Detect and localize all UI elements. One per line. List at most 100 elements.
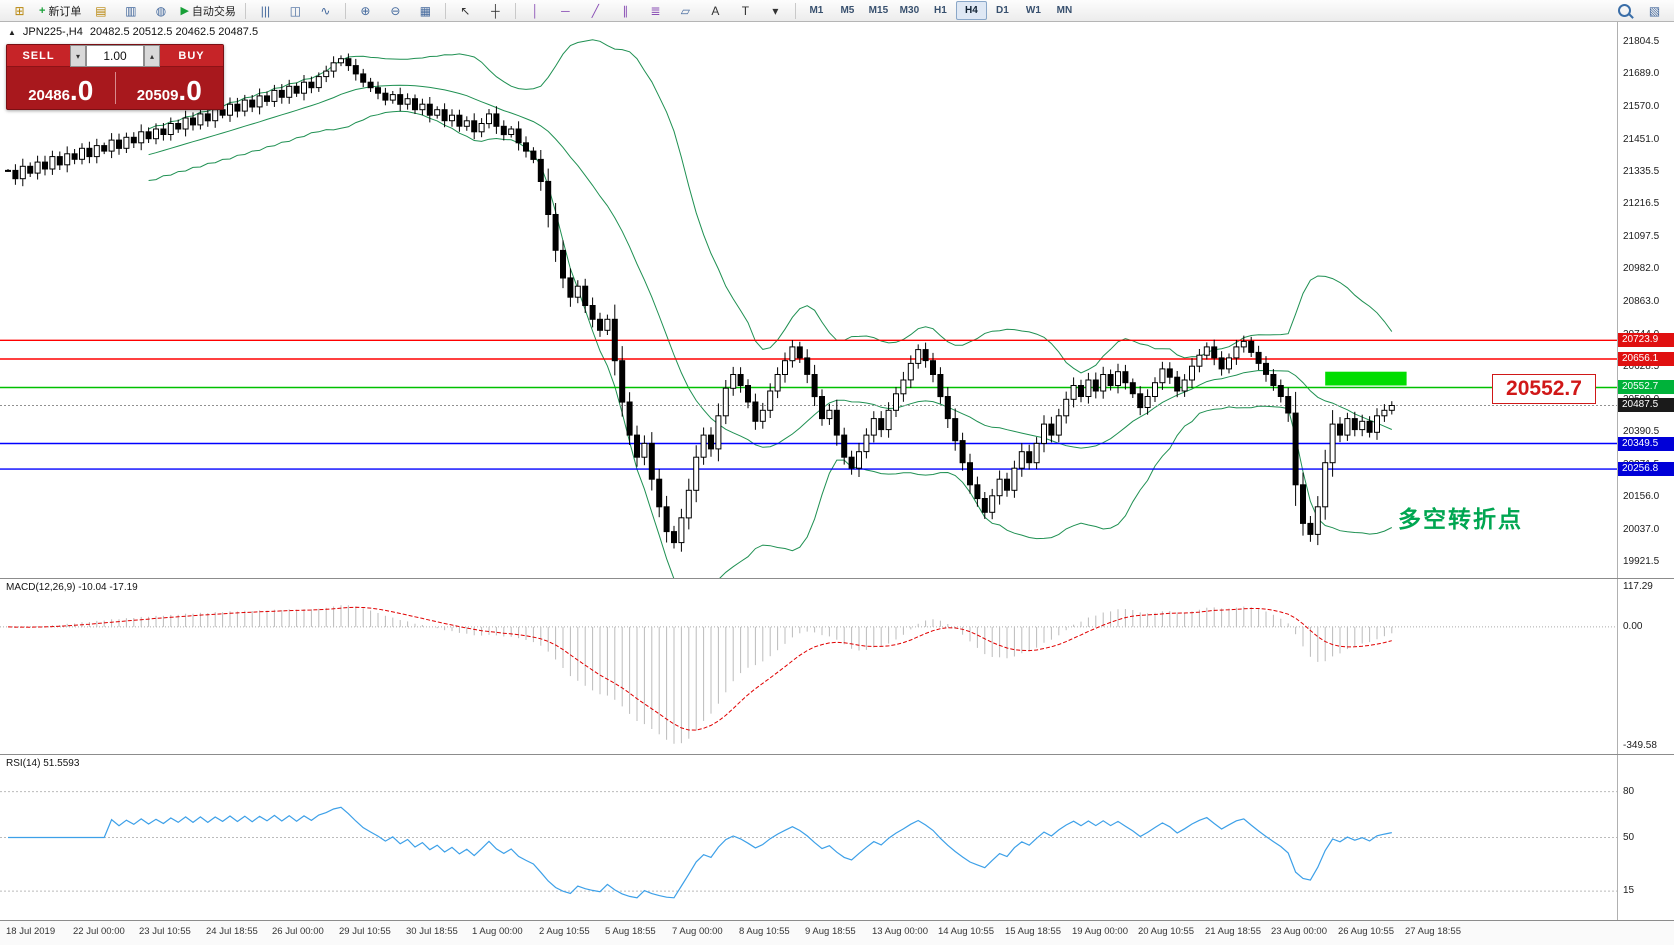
timeframe-m30[interactable]: M30 xyxy=(899,5,920,16)
timeframe-m1[interactable]: M1 xyxy=(809,5,824,16)
autotrading-button-icon: ▶ xyxy=(180,5,189,17)
line-chart-icon[interactable]: ∿ xyxy=(320,3,331,18)
time-axis-label: 18 Jul 2019 xyxy=(6,926,56,937)
timeframe-mn[interactable]: MN xyxy=(1056,5,1073,16)
volume-input[interactable]: 1.00 xyxy=(86,45,144,67)
timeframe-d1[interactable]: D1 xyxy=(996,5,1009,16)
buy-button[interactable]: BUY xyxy=(160,45,223,67)
sell-price-main: 20486 xyxy=(28,87,70,104)
time-axis-label: 30 Jul 18:55 xyxy=(406,926,458,937)
arrows-icon[interactable]: ▾ xyxy=(772,3,779,18)
time-axis-label: 23 Aug 00:00 xyxy=(1271,926,1327,937)
bar-chart-icon[interactable]: ||| xyxy=(260,3,271,18)
macd-label: MACD(12,26,9) -10.04 -17.19 xyxy=(6,582,138,593)
text-icon[interactable]: A xyxy=(711,3,720,18)
new-chart-icon[interactable]: ⊞ xyxy=(14,3,25,18)
price-axis-label: 21335.5 xyxy=(1623,166,1660,177)
buy-price-big: .0 xyxy=(178,75,202,106)
price-badge: 20656.1 xyxy=(1618,352,1674,366)
time-axis-label: 14 Aug 10:55 xyxy=(938,926,994,937)
fibonacci-icon[interactable]: ≣ xyxy=(650,3,661,18)
cursor-icon[interactable]: ↖ xyxy=(460,3,471,18)
volume-increase-button[interactable]: ▴ xyxy=(144,45,160,67)
timeframe-h1[interactable]: H1 xyxy=(934,5,947,16)
timeframe-h4[interactable]: H4 xyxy=(955,1,987,20)
annotation-text: 多空转折点 xyxy=(1398,506,1523,532)
time-axis-label: 7 Aug 00:00 xyxy=(672,926,723,937)
rsi-chart[interactable] xyxy=(0,755,1618,920)
macd-axis-label: 0.00 xyxy=(1623,621,1643,632)
time-axis-label: 21 Aug 18:55 xyxy=(1205,926,1261,937)
toolbar-separator xyxy=(444,2,446,19)
rsi-pane[interactable]: 80 50 15 RSI(14) 51.5593 xyxy=(0,754,1674,920)
time-axis-label: 22 Jul 00:00 xyxy=(73,926,125,937)
price-axis-label: 19921.5 xyxy=(1623,556,1660,567)
price-badge: 20552.7 xyxy=(1618,380,1674,394)
rsi-axis-label: 15 xyxy=(1623,885,1635,896)
price-badge: 20723.9 xyxy=(1618,333,1674,347)
print-icon[interactable]: ▥ xyxy=(125,3,137,18)
community-icon[interactable]: ◍ xyxy=(155,3,167,18)
price-chart-pane[interactable]: 21804.5 21689.0 21570.0 21451.0 21335.5 21216… xyxy=(0,22,1674,578)
time-axis-label: 1 Aug 00:00 xyxy=(472,926,523,937)
new-order-button[interactable]: + 新订单 xyxy=(35,0,85,21)
price-axis-label: 21804.5 xyxy=(1623,36,1660,47)
new-order-button-icon: + xyxy=(39,4,46,17)
sell-button[interactable]: SELL xyxy=(7,45,70,67)
time-axis-label: 8 Aug 10:55 xyxy=(739,926,790,937)
buy-price[interactable]: 20509.0 xyxy=(116,67,224,109)
search-icon xyxy=(1618,4,1631,17)
tile-windows-icon[interactable]: ▦ xyxy=(419,3,432,18)
rsi-axis-label: 80 xyxy=(1623,786,1635,797)
timeframe-w1[interactable]: W1 xyxy=(1025,5,1041,16)
toolbar-separator xyxy=(794,2,796,19)
autotrading-button-label: 自动交易 xyxy=(191,5,236,18)
shapes-icon[interactable]: ▱ xyxy=(680,3,691,18)
price-axis[interactable]: 21804.5 21689.0 21570.0 21451.0 21335.5 21216… xyxy=(1617,22,1674,578)
volume-decrease-button[interactable]: ▾ xyxy=(70,45,86,67)
sell-price[interactable]: 20486.0 xyxy=(7,67,115,109)
horizontal-line-icon[interactable]: ─ xyxy=(561,3,570,18)
price-axis-label: 20863.0 xyxy=(1623,296,1660,307)
profiles-icon[interactable]: ▤ xyxy=(95,3,107,18)
macd-pane[interactable]: 117.29 0.00 -349.58 MACD(12,26,9) -10.04 -… xyxy=(0,578,1674,754)
timeframe-m15[interactable]: M15 xyxy=(868,5,889,16)
price-badge: 20487.5 xyxy=(1618,398,1674,412)
candlestick-chart-icon[interactable]: ◫ xyxy=(289,3,302,18)
rsi-label: RSI(14) 51.5593 xyxy=(6,758,80,769)
price-callout: 20552.7 xyxy=(1492,374,1596,404)
macd-axis-label: 117.29 xyxy=(1623,581,1653,592)
macd-chart[interactable] xyxy=(0,579,1618,754)
time-axis-label: 15 Aug 18:55 xyxy=(1005,926,1061,937)
time-axis-label: 2 Aug 10:55 xyxy=(539,926,590,937)
time-axis[interactable]: 18 Jul 2019 22 Jul 00:00 23 Jul 10:55 24 Ju… xyxy=(0,920,1674,945)
candlestick-chart[interactable] xyxy=(0,22,1618,578)
crosshair-icon[interactable]: ┼ xyxy=(491,3,500,18)
time-axis-label: 5 Aug 18:55 xyxy=(605,926,656,937)
rsi-axis[interactable]: 80 50 15 xyxy=(1617,755,1674,920)
price-axis-label: 20037.0 xyxy=(1623,524,1660,535)
price-axis-label: 20628.5 xyxy=(1623,361,1660,372)
zoom-in-icon[interactable]: ⊕ xyxy=(360,3,371,18)
price-axis-label: 21216.5 xyxy=(1623,198,1660,209)
toolbar: ⊞ + 新订单 ▤ ▥ ◍ ▶ 自动交易 ||| ◫ ∿ ⊕ ⊖ ▦ ↖ ┼ │ ─ ╱ ∥ ≣ ▱ A T ▾ M1 M5 M15 M… xyxy=(0,0,1674,22)
rsi-axis-label: 50 xyxy=(1623,832,1635,843)
timeframe-m5[interactable]: M5 xyxy=(840,5,855,16)
search-icon[interactable] xyxy=(1610,0,1639,21)
price-axis-label: 21689.0 xyxy=(1623,68,1660,79)
trendline-icon[interactable]: ╱ xyxy=(591,3,600,18)
new-order-button-label: 新订单 xyxy=(48,5,82,18)
vertical-line-icon[interactable]: │ xyxy=(531,3,540,18)
one-click-trading-panel: SELL ▾ 1.00 ▴ BUY 20486.0 20509.0 xyxy=(6,44,224,110)
chart-edit-icon[interactable]: ▧ xyxy=(1648,3,1661,18)
price-axis-label: 21097.5 xyxy=(1623,231,1660,242)
zoom-out-icon[interactable]: ⊖ xyxy=(390,3,401,18)
autotrading-button[interactable]: ▶ 自动交易 xyxy=(176,0,239,21)
time-axis-label: 23 Jul 10:55 xyxy=(139,926,191,937)
price-axis-label: 21451.0 xyxy=(1623,134,1660,145)
macd-axis[interactable]: 117.29 0.00 -349.58 xyxy=(1617,579,1674,754)
time-axis-label: 26 Jul 00:00 xyxy=(272,926,324,937)
text-label-icon[interactable]: T xyxy=(741,3,750,18)
collapse-panel-icon[interactable]: ▲ xyxy=(8,27,16,37)
equidistant-channel-icon[interactable]: ∥ xyxy=(622,3,629,18)
